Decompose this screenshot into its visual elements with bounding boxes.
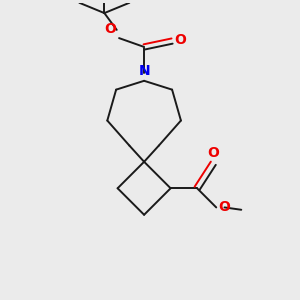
Text: N: N: [138, 64, 150, 78]
Text: O: O: [104, 22, 116, 36]
Text: O: O: [207, 146, 219, 160]
Text: O: O: [219, 200, 230, 214]
Text: O: O: [174, 33, 186, 46]
